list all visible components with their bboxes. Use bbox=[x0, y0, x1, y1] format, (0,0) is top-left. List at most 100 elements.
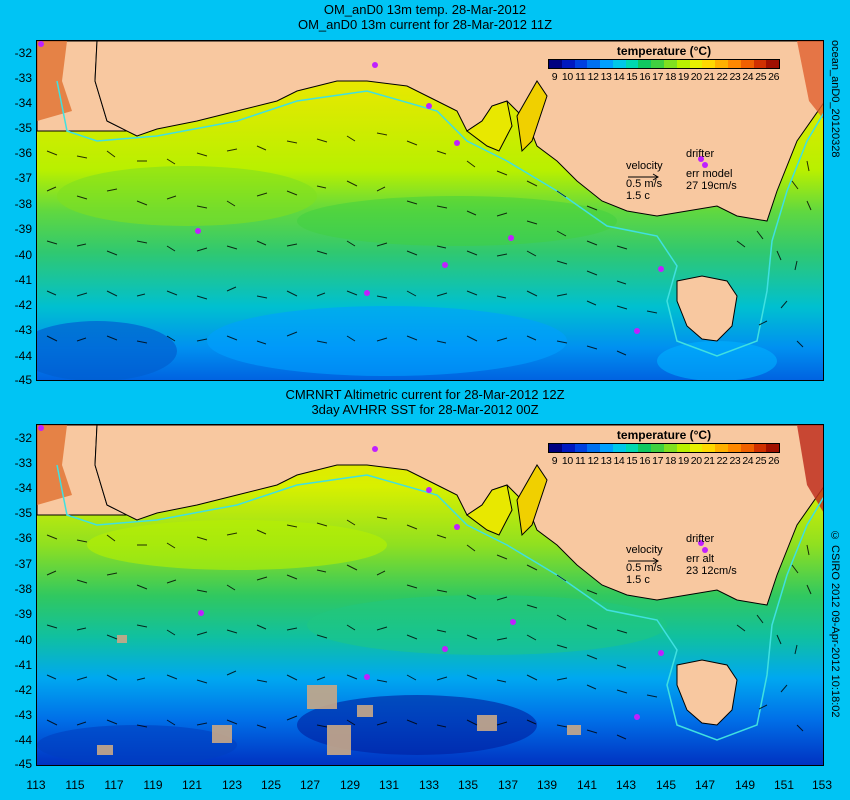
y-tick: -38 bbox=[14, 197, 32, 211]
y-tick: -42 bbox=[14, 298, 32, 312]
land-tasmania bbox=[676, 659, 738, 726]
colorbar-label: 17 bbox=[652, 455, 664, 467]
y-tick: -41 bbox=[14, 273, 32, 287]
colorbar-swatch bbox=[740, 60, 754, 68]
y-tick: -39 bbox=[14, 607, 32, 621]
x-tick: 133 bbox=[418, 778, 440, 792]
x-tick: 141 bbox=[576, 778, 598, 792]
colorbar-labels: 9 10 11 12 13 14 15 16 17 18 19 20 21 22 23 24 25 26 bbox=[548, 455, 780, 467]
y-tick: -45 bbox=[14, 373, 32, 387]
y-tick: -41 bbox=[14, 658, 32, 672]
velocity-value: 0.5 m/s bbox=[626, 562, 663, 574]
drifter-label: drifter bbox=[686, 148, 715, 160]
colorbar-swatch bbox=[625, 60, 639, 68]
y-tick: -34 bbox=[14, 481, 32, 495]
colorbar-label: 15 bbox=[626, 71, 638, 83]
top-map-panel bbox=[36, 40, 824, 381]
colorbar-label: 15 bbox=[626, 455, 638, 467]
y-tick: -40 bbox=[14, 633, 32, 647]
colorbar-label: 14 bbox=[613, 455, 625, 467]
colorbar-label: 23 bbox=[729, 71, 741, 83]
colorbar-swatch bbox=[549, 444, 562, 452]
y-tick: -42 bbox=[14, 683, 32, 697]
top-panel-title-line1: OM_anD0 13m temp. 28-Mar-2012 bbox=[323, 2, 527, 17]
colorbar-label: 26 bbox=[768, 71, 780, 83]
velocity-sub: 1.5 c bbox=[626, 574, 650, 586]
y-tick: -32 bbox=[14, 431, 32, 445]
err-value: 23 12cm/s bbox=[686, 565, 737, 577]
x-tick: 127 bbox=[299, 778, 321, 792]
colorbar-swatch bbox=[625, 444, 639, 452]
velocity-value: 0.5 m/s bbox=[626, 178, 663, 190]
y-tick: -37 bbox=[14, 557, 32, 571]
bottom-drifter-legend: drifter err alt 23 12cm/s bbox=[686, 533, 737, 577]
bottom-y-axis: -32 -33 -34 -35 -36 -37 -38 -39 -40 -41 … bbox=[0, 424, 32, 770]
y-tick: -34 bbox=[14, 96, 32, 110]
colorbar-labels: 9 10 11 12 13 14 15 16 17 18 19 20 21 22 23 24 25 26 bbox=[548, 71, 780, 83]
velocity-sub: 1.5 c bbox=[626, 190, 650, 202]
side-text-bottom: © CSIRO 2012 09-Apr-2012 10:18:02 bbox=[829, 530, 841, 718]
top-y-axis: -32 -33 -34 -35 -36 -37 -38 -39 -40 -41 … bbox=[0, 40, 32, 386]
y-tick: -37 bbox=[14, 171, 32, 185]
top-map-canvas bbox=[37, 41, 823, 380]
x-tick: 125 bbox=[260, 778, 282, 792]
velocity-arrow-icon bbox=[626, 556, 666, 565]
colorbar-swatch bbox=[753, 444, 767, 452]
colorbar-swatch bbox=[612, 60, 626, 68]
x-tick: 137 bbox=[497, 778, 519, 792]
colorbar-label: 10 bbox=[561, 71, 573, 83]
top-velocity-legend: velocity 0.5 m/s 1.5 c bbox=[626, 160, 666, 202]
colorbar-swatch bbox=[664, 444, 677, 452]
colorbar-swatch bbox=[587, 444, 601, 452]
colorbar-label: 17 bbox=[652, 71, 664, 83]
y-tick: -32 bbox=[14, 46, 32, 60]
x-tick: 149 bbox=[734, 778, 756, 792]
x-axis: 113 115 117 119 121 123 125 127 129 131 … bbox=[0, 778, 850, 794]
colorbar-swatch bbox=[753, 60, 767, 68]
colorbar-label: 16 bbox=[639, 71, 651, 83]
colorbar-swatch bbox=[676, 444, 690, 452]
colorbar-swatch bbox=[689, 444, 703, 452]
top-colorbar: temperature (°C) 9 10 11 12 13 14 15 16 17 18 19 20… bbox=[548, 44, 780, 83]
x-tick: 113 bbox=[26, 778, 46, 792]
colorbar-label: 11 bbox=[575, 71, 586, 83]
err-label: err model bbox=[686, 168, 733, 180]
velocity-label: velocity bbox=[626, 160, 663, 172]
colorbar-swatch bbox=[561, 444, 575, 452]
x-tick: 115 bbox=[65, 778, 85, 792]
colorbar-label: 19 bbox=[677, 71, 689, 83]
drifter-icon bbox=[700, 160, 737, 168]
colorbar-swatch bbox=[638, 444, 652, 452]
colorbar-label: 18 bbox=[665, 71, 676, 83]
colorbar-swatch bbox=[549, 60, 562, 68]
colorbar-title: temperature (°C) bbox=[616, 44, 712, 58]
colorbar-swatch bbox=[766, 444, 780, 452]
colorbar-swatches bbox=[548, 59, 780, 69]
velocity-label: velocity bbox=[626, 544, 663, 556]
colorbar-swatch bbox=[689, 60, 703, 68]
colorbar-label: 10 bbox=[561, 455, 573, 467]
colorbar-label: 19 bbox=[677, 455, 689, 467]
colorbar-swatch bbox=[664, 60, 677, 68]
colorbar-swatch bbox=[715, 444, 728, 452]
y-tick: -35 bbox=[14, 121, 32, 135]
bottom-map-canvas bbox=[37, 425, 823, 765]
colorbar-title: temperature (°C) bbox=[616, 428, 712, 442]
x-tick: 153 bbox=[811, 778, 833, 792]
colorbar-label: 12 bbox=[587, 71, 599, 83]
y-tick: -33 bbox=[14, 71, 32, 85]
colorbar-swatch bbox=[651, 444, 665, 452]
colorbar-label: 21 bbox=[703, 71, 715, 83]
y-tick: -36 bbox=[14, 531, 32, 545]
colorbar-label: 11 bbox=[575, 455, 586, 467]
y-tick: -44 bbox=[14, 733, 32, 747]
top-drifter-legend: drifter err model 27 19cm/s bbox=[686, 148, 737, 192]
colorbar-swatch bbox=[740, 444, 754, 452]
x-tick: 119 bbox=[143, 778, 163, 792]
colorbar-label: 18 bbox=[665, 455, 676, 467]
colorbar-label: 13 bbox=[600, 71, 612, 83]
colorbar-label: 25 bbox=[755, 455, 767, 467]
x-tick: 143 bbox=[615, 778, 637, 792]
drifter-label: drifter bbox=[686, 533, 715, 545]
colorbar-label: 9 bbox=[551, 71, 558, 83]
